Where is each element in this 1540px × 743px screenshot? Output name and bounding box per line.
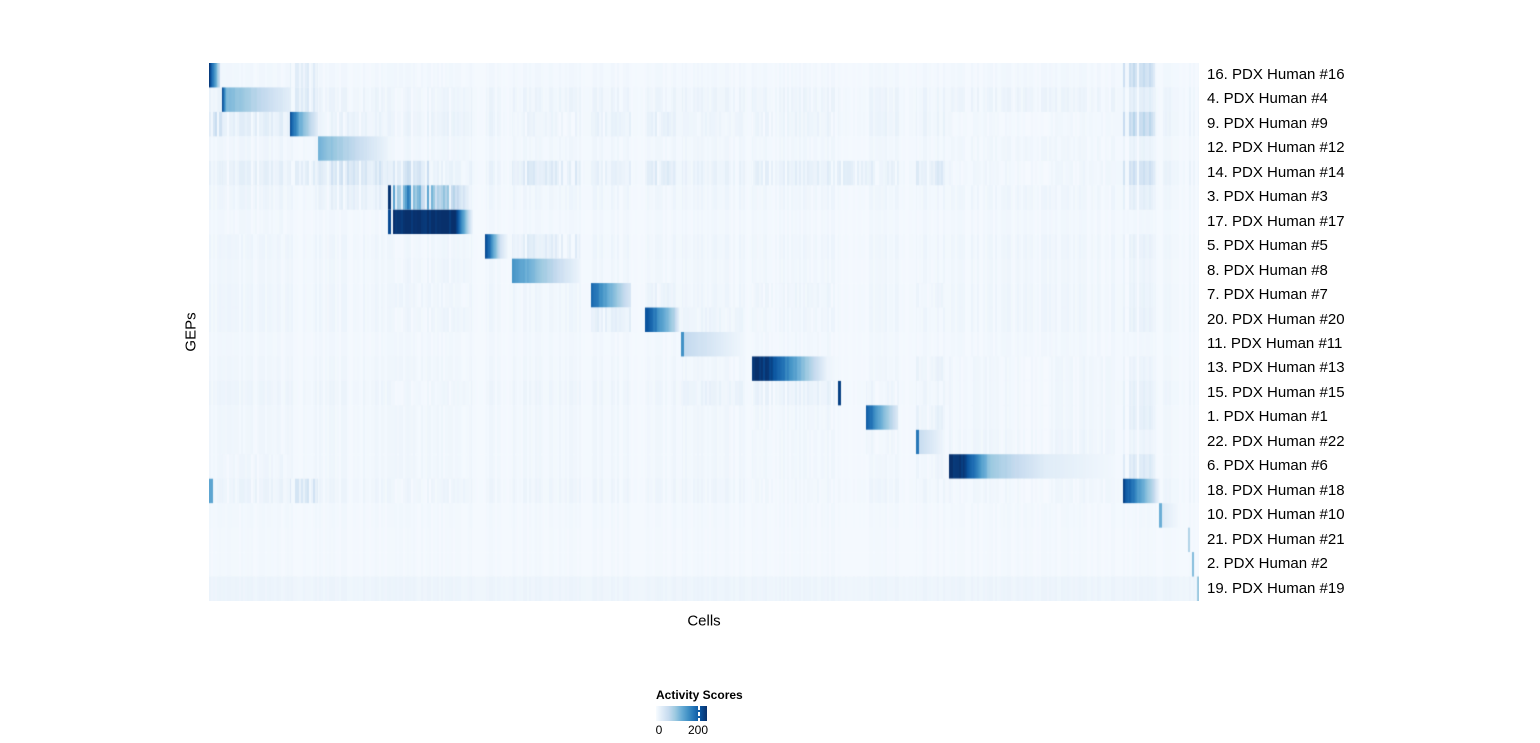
row-label: 1. PDX Human #1 bbox=[1207, 408, 1328, 426]
row-label: 4. PDX Human #4 bbox=[1207, 90, 1328, 108]
row-label: 12. PDX Human #12 bbox=[1207, 139, 1345, 157]
row-label: 10. PDX Human #10 bbox=[1207, 506, 1345, 524]
row-label: 6. PDX Human #6 bbox=[1207, 457, 1328, 475]
heatmap-canvas bbox=[209, 63, 1199, 601]
row-label: 18. PDX Human #18 bbox=[1207, 481, 1345, 499]
row-label: 3. PDX Human #3 bbox=[1207, 188, 1328, 206]
row-label: 17. PDX Human #17 bbox=[1207, 212, 1345, 230]
row-label: 19. PDX Human #19 bbox=[1207, 579, 1345, 597]
row-label: 16. PDX Human #16 bbox=[1207, 66, 1345, 83]
row-label: 13. PDX Human #13 bbox=[1207, 359, 1345, 377]
row-label: 5. PDX Human #5 bbox=[1207, 237, 1328, 255]
legend-tick-label-0: 0 bbox=[655, 723, 663, 737]
row-label: 7. PDX Human #7 bbox=[1207, 286, 1328, 304]
legend-tick-label-200: 200 bbox=[687, 723, 709, 737]
row-label: 11. PDX Human #11 bbox=[1207, 334, 1343, 352]
y-axis-label: GEPs bbox=[182, 312, 200, 352]
row-label: 8. PDX Human #8 bbox=[1207, 261, 1328, 279]
row-label: 14. PDX Human #14 bbox=[1207, 163, 1345, 181]
row-label: 15. PDX Human #15 bbox=[1207, 383, 1345, 401]
x-axis-label: Cells bbox=[687, 612, 721, 630]
legend-title: Activity Scores bbox=[656, 688, 743, 702]
row-labels: 16. PDX Human #16 4. PDX Human #4 9. PDX H… bbox=[1207, 63, 1537, 601]
row-label: 20. PDX Human #20 bbox=[1207, 310, 1345, 328]
row-label: 2. PDX Human #2 bbox=[1207, 555, 1328, 573]
row-label: 9. PDX Human #9 bbox=[1207, 114, 1328, 132]
legend-tick-mark bbox=[698, 706, 701, 721]
row-label: 22. PDX Human #22 bbox=[1207, 432, 1345, 450]
legend-colorbar bbox=[656, 706, 707, 721]
row-label: 21. PDX Human #21 bbox=[1207, 530, 1345, 548]
